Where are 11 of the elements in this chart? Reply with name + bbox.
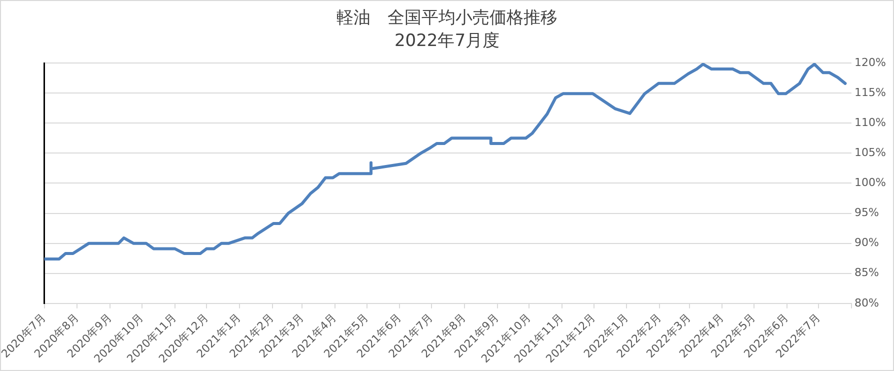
y-tick-label: 115%	[854, 86, 886, 99]
y-tick-label: 85%	[854, 266, 880, 280]
y-tick-label: 95%	[854, 206, 880, 220]
y-tick-label: 120%	[854, 56, 886, 69]
chart-title: 軽油 全国平均小売価格推移	[336, 7, 558, 30]
y-tick-label: 80%	[854, 296, 880, 310]
chart-subtitle: 2022年7月度	[393, 30, 501, 53]
y-tick-label: 105%	[854, 146, 886, 160]
y-tick-label: 100%	[854, 176, 886, 190]
y-tick-label: 90%	[854, 236, 880, 250]
y-tick-label: 110%	[854, 116, 886, 129]
